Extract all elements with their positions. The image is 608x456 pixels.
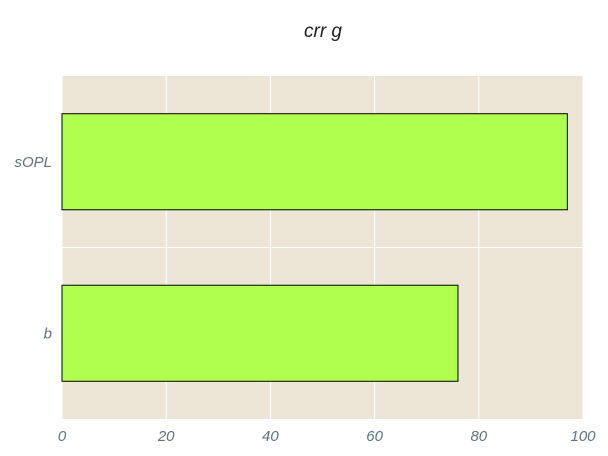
x-tick-label-0: 0 (58, 428, 67, 445)
x-tick-label-3: 60 (366, 428, 383, 445)
y-tick-label-0: sOPL (14, 154, 52, 171)
y-axis-labels: sOPL b (14, 154, 52, 343)
x-tick-label-5: 100 (570, 428, 596, 445)
x-tick-label-2: 40 (262, 428, 279, 445)
y-tick-label-1: b (44, 325, 52, 342)
x-tick-label-4: 80 (470, 428, 487, 445)
bar-sOPL (61, 113, 568, 211)
bar-b (61, 284, 459, 382)
chart-title: crr g (304, 21, 342, 42)
bars (61, 113, 568, 382)
x-tick-label-1: 20 (157, 428, 175, 445)
x-axis-labels: 0 20 40 60 80 100 (58, 428, 596, 445)
